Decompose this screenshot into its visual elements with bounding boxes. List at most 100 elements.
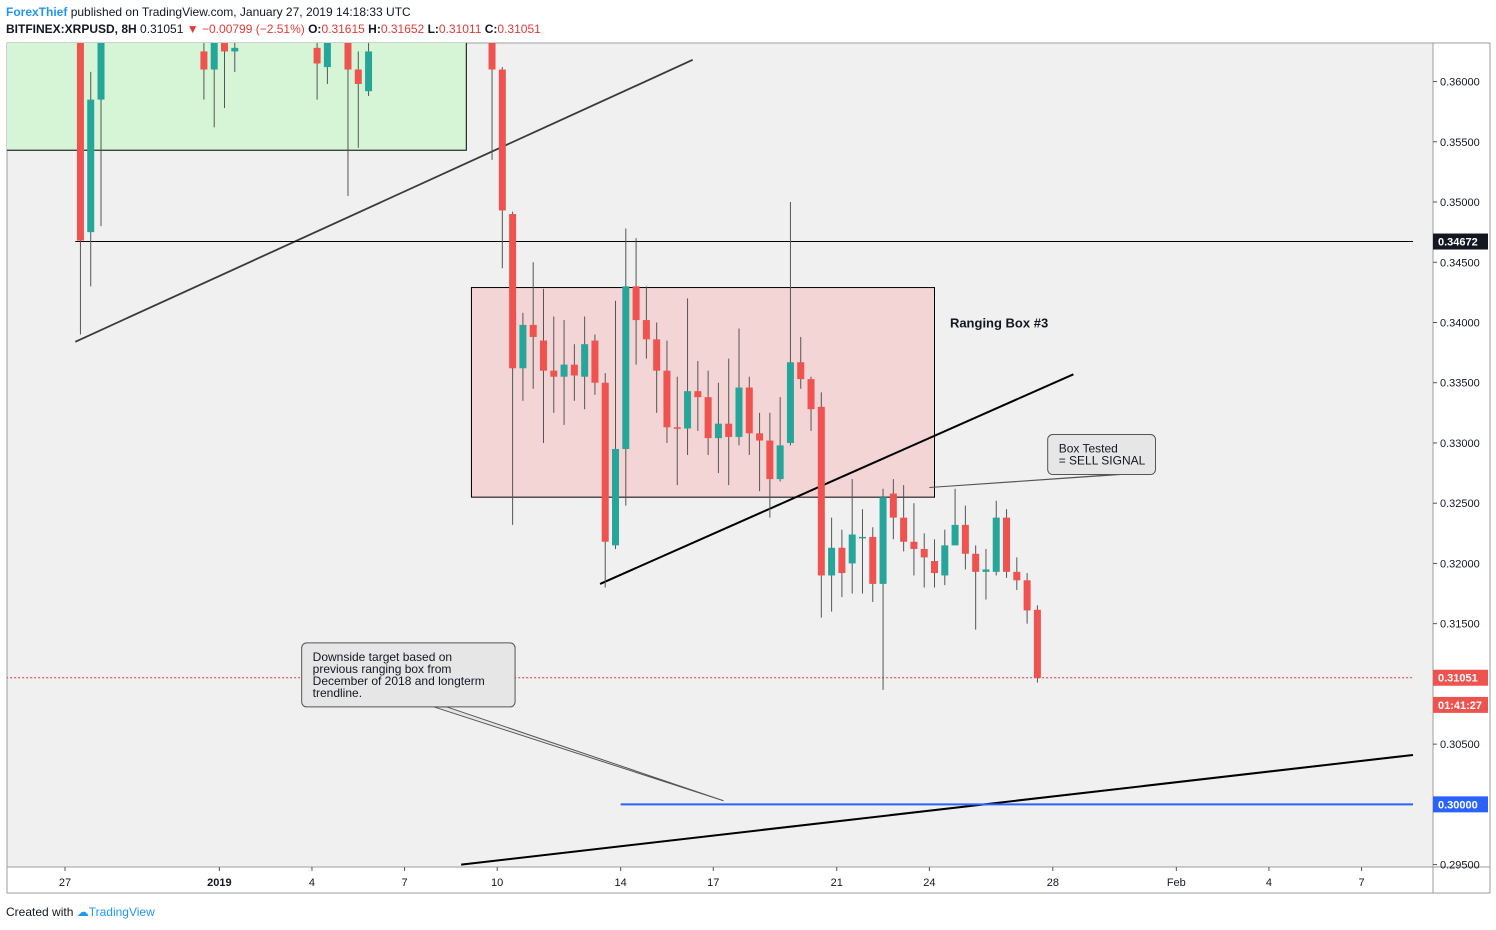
candle[interactable] bbox=[76, 0, 84, 335]
candle[interactable] bbox=[982, 548, 990, 600]
candle-body bbox=[663, 370, 671, 428]
callout-text: Box Tested bbox=[1059, 442, 1118, 456]
candle[interactable] bbox=[591, 334, 599, 395]
candle[interactable] bbox=[910, 503, 918, 576]
price-label[interactable]: 01:41:27 bbox=[1433, 696, 1488, 713]
candle-body bbox=[931, 561, 939, 574]
candle-body bbox=[982, 569, 990, 572]
box-tested-callout[interactable]: Box Tested= SELL SIGNAL bbox=[929, 434, 1156, 489]
candle[interactable] bbox=[941, 529, 949, 586]
candle[interactable] bbox=[581, 316, 589, 410]
candle[interactable] bbox=[889, 479, 897, 540]
candle[interactable] bbox=[992, 500, 1000, 576]
y-tick: 0.34500 bbox=[1433, 257, 1480, 269]
candle[interactable] bbox=[622, 228, 630, 506]
candle[interactable] bbox=[663, 340, 671, 443]
candle[interactable] bbox=[776, 397, 784, 482]
candle[interactable] bbox=[488, 21, 496, 160]
candle[interactable] bbox=[797, 336, 805, 389]
author-name[interactable]: ForexThief bbox=[6, 5, 68, 19]
candle[interactable] bbox=[550, 316, 558, 413]
candle[interactable] bbox=[570, 344, 578, 401]
candle[interactable] bbox=[354, 51, 362, 148]
candle[interactable] bbox=[344, 9, 352, 196]
candle[interactable] bbox=[220, 21, 228, 109]
candle[interactable] bbox=[653, 322, 661, 413]
candle[interactable] bbox=[961, 505, 969, 570]
candle[interactable] bbox=[951, 488, 959, 546]
candle[interactable] bbox=[539, 288, 547, 443]
y-tick: 0.35500 bbox=[1433, 137, 1480, 149]
candle[interactable] bbox=[766, 412, 774, 518]
price-axis[interactable] bbox=[1432, 42, 1491, 868]
price-label-text: 0.31051 bbox=[1438, 673, 1478, 685]
candle[interactable] bbox=[1013, 557, 1021, 590]
candle[interactable] bbox=[786, 202, 794, 446]
candle[interactable] bbox=[200, 39, 208, 100]
candle[interactable] bbox=[972, 545, 980, 630]
candle[interactable] bbox=[509, 211, 517, 525]
candle[interactable] bbox=[612, 300, 620, 549]
old-trendline[interactable] bbox=[74, 59, 694, 343]
candle[interactable] bbox=[1023, 573, 1031, 624]
longterm-trendline[interactable] bbox=[461, 753, 1414, 866]
candle[interactable] bbox=[498, 67, 506, 269]
candle[interactable] bbox=[828, 517, 836, 612]
candle[interactable] bbox=[756, 412, 764, 492]
candle[interactable] bbox=[817, 392, 825, 618]
candle[interactable] bbox=[931, 539, 939, 588]
candle[interactable] bbox=[673, 376, 681, 486]
candle[interactable] bbox=[231, 33, 239, 72]
candle[interactable] bbox=[642, 286, 650, 359]
candle[interactable] bbox=[848, 479, 856, 594]
symbol-info: BITFINEX:XRPUSD, 8H 0.31051 ▼ −0.00799 (… bbox=[6, 22, 541, 36]
candle[interactable] bbox=[529, 262, 537, 389]
candle[interactable] bbox=[735, 328, 743, 446]
candle[interactable] bbox=[97, 0, 105, 227]
price-label[interactable]: 0.31051 bbox=[1433, 669, 1488, 686]
candle[interactable] bbox=[725, 358, 733, 486]
price-label[interactable]: 0.34672 bbox=[1433, 233, 1488, 250]
candle[interactable] bbox=[900, 485, 908, 552]
time-axis[interactable] bbox=[6, 866, 1434, 894]
candle[interactable] bbox=[684, 298, 692, 455]
x-tick: 7 bbox=[402, 867, 408, 889]
candle[interactable] bbox=[365, 31, 373, 97]
ranging-box-3[interactable] bbox=[470, 287, 936, 498]
y-tick: 0.36000 bbox=[1433, 77, 1480, 89]
candle[interactable] bbox=[210, 15, 218, 128]
candle-body bbox=[972, 553, 980, 572]
candle[interactable] bbox=[858, 509, 866, 594]
candle[interactable] bbox=[920, 533, 928, 588]
price-label[interactable]: 0.30000 bbox=[1433, 796, 1488, 813]
candle[interactable] bbox=[1033, 605, 1041, 683]
candle-body bbox=[1013, 571, 1021, 581]
candle[interactable] bbox=[87, 71, 95, 287]
symbol-label: BITFINEX:XRPUSD, 8H bbox=[6, 22, 137, 36]
candle[interactable] bbox=[869, 527, 877, 602]
candle[interactable] bbox=[838, 529, 846, 598]
candle[interactable] bbox=[632, 238, 640, 365]
candle[interactable] bbox=[807, 376, 815, 431]
candle[interactable] bbox=[714, 382, 722, 474]
candle[interactable] bbox=[745, 376, 753, 455]
candle[interactable] bbox=[694, 361, 702, 431]
candle[interactable] bbox=[879, 488, 887, 690]
candle[interactable] bbox=[313, 43, 321, 100]
candle[interactable] bbox=[519, 312, 527, 401]
candle[interactable] bbox=[601, 373, 609, 588]
x-tick-label: 4 bbox=[1266, 877, 1272, 889]
tradingview-link[interactable]: TradingView bbox=[88, 905, 155, 919]
x-tick: 24 bbox=[923, 867, 935, 889]
candle[interactable] bbox=[704, 370, 712, 455]
y-tick-label: 0.35000 bbox=[1440, 197, 1480, 209]
y-tick: 0.34000 bbox=[1433, 317, 1480, 329]
candle[interactable] bbox=[560, 320, 568, 425]
ranging-trendline[interactable] bbox=[599, 373, 1074, 585]
candle[interactable] bbox=[1003, 509, 1011, 578]
candle[interactable] bbox=[323, 15, 331, 84]
high-label: H: bbox=[368, 22, 381, 36]
candle-body bbox=[910, 541, 918, 549]
